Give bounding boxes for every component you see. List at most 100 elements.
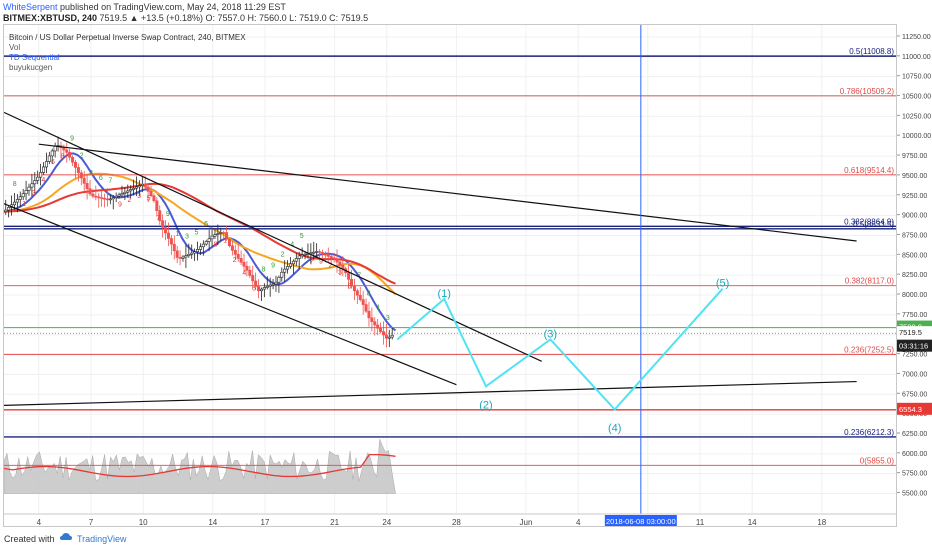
td-count-label: 3 bbox=[386, 315, 390, 322]
td-count-label: 6 bbox=[252, 286, 256, 293]
candle-body bbox=[152, 195, 156, 202]
candle-body bbox=[315, 251, 319, 253]
candle-body bbox=[320, 252, 324, 255]
chart-canvas[interactable]: 0.5(11008.8) 0.786(10509.2) 0.618(9514.4) 0… bbox=[4, 25, 897, 527]
candle-body bbox=[225, 232, 229, 240]
td-count-label: 9 bbox=[70, 136, 74, 143]
time-tick-label: 17 bbox=[261, 518, 270, 527]
candle-body bbox=[24, 190, 28, 195]
fib-level-label: 0(5855.0) bbox=[860, 456, 895, 465]
candle-body bbox=[242, 262, 246, 267]
td-count-label: 4 bbox=[242, 270, 246, 277]
candle-body bbox=[239, 258, 243, 263]
last-price-tag-bg bbox=[897, 326, 932, 339]
td-count-label: 7 bbox=[309, 259, 313, 266]
td-count-label: 3 bbox=[185, 234, 189, 241]
candle-body bbox=[283, 268, 287, 273]
candle-body bbox=[76, 167, 80, 174]
candle-body bbox=[79, 172, 83, 179]
candle-body bbox=[85, 183, 89, 189]
trendline bbox=[4, 111, 542, 362]
candle-body bbox=[71, 156, 75, 163]
price-tick-label: 11250.00 bbox=[902, 34, 931, 41]
candle-body bbox=[300, 254, 304, 257]
candle-body bbox=[213, 234, 217, 237]
candle-body bbox=[198, 246, 202, 250]
td-count-label: 7 bbox=[357, 273, 361, 280]
candle-body bbox=[135, 186, 139, 189]
candle-body bbox=[289, 263, 293, 267]
candle-body bbox=[149, 191, 153, 197]
td-count-label: 2 bbox=[329, 263, 333, 270]
candle-body bbox=[204, 241, 208, 245]
elliott-projection-path bbox=[396, 288, 724, 411]
td-count-label: 8 bbox=[367, 290, 371, 297]
td-count-label: 1 bbox=[223, 238, 227, 245]
quote-line: BITMEX:XBTUSD, 240 7519.5 ▲ +13.5 (+0.18… bbox=[3, 13, 368, 23]
td-count-label: 4 bbox=[290, 242, 294, 249]
chart-header: WhiteSerpent published on TradingView.co… bbox=[0, 0, 932, 24]
candle-body bbox=[181, 256, 185, 259]
time-tick-label: 14 bbox=[208, 518, 217, 527]
candle-body bbox=[318, 251, 322, 253]
candle-body bbox=[169, 238, 173, 245]
td-count-label: 8 bbox=[214, 241, 218, 248]
td-count-label: 8 bbox=[61, 154, 65, 161]
candle-body bbox=[265, 285, 269, 288]
td-count-label: 3 bbox=[32, 190, 36, 197]
candle-body bbox=[210, 235, 214, 240]
candle-body bbox=[175, 250, 179, 258]
td-count-label: 3 bbox=[338, 269, 342, 276]
td-count-label: 5 bbox=[300, 233, 304, 240]
candle-body bbox=[387, 336, 391, 339]
author-link[interactable]: WhiteSerpent bbox=[3, 2, 58, 12]
candle-body bbox=[111, 197, 115, 200]
candle-body bbox=[68, 152, 72, 158]
candle-body bbox=[338, 261, 342, 266]
candle-body bbox=[97, 196, 101, 199]
red-level-tag-bg bbox=[897, 402, 932, 415]
time-tick-label: 24 bbox=[382, 518, 391, 527]
candle-body bbox=[161, 220, 165, 228]
legend-volume: Vol bbox=[9, 43, 21, 52]
fib-level-label: 0.236(6212.3) bbox=[844, 428, 894, 437]
td-count-label: 9 bbox=[118, 201, 122, 208]
candle-body bbox=[323, 253, 327, 256]
candle-body bbox=[140, 183, 144, 186]
price-chart-pane[interactable]: 0.5(11008.8) 0.786(10509.2) 0.618(9514.4) 0… bbox=[3, 24, 897, 527]
candle-body bbox=[166, 232, 170, 239]
candle-body bbox=[361, 299, 365, 305]
price-tick-label: 6250.00 bbox=[902, 431, 927, 438]
candle-body bbox=[297, 255, 301, 259]
candle-body bbox=[312, 251, 316, 254]
fib-level-label: 0.5(11008.8) bbox=[849, 47, 894, 56]
candle-body bbox=[271, 283, 275, 286]
candle-body bbox=[262, 287, 266, 290]
candle-body bbox=[47, 155, 51, 162]
candle-body bbox=[291, 260, 295, 265]
candle-body bbox=[21, 193, 25, 198]
candle-body bbox=[82, 177, 86, 184]
price-tick-label: 8000.00 bbox=[902, 292, 927, 299]
td-count-label: 2 bbox=[281, 252, 285, 259]
countdown-tag-text: 03:31:16 bbox=[899, 342, 928, 351]
candle-body bbox=[50, 150, 54, 157]
candle-body bbox=[254, 280, 258, 287]
price-tick-label: 10000.00 bbox=[902, 133, 931, 140]
candle-body bbox=[294, 258, 298, 262]
candle-body bbox=[230, 245, 234, 251]
candle-body bbox=[219, 232, 223, 234]
candle-body bbox=[381, 331, 385, 336]
td-count-label: 2 bbox=[233, 257, 237, 264]
candle-body bbox=[358, 294, 362, 300]
candle-body bbox=[178, 257, 182, 259]
td-count-label: 6 bbox=[51, 159, 55, 166]
td-count-label: 1 bbox=[22, 201, 26, 208]
candle-body bbox=[274, 281, 278, 285]
price-axis[interactable]: 5500.005750.006000.006250.006500.006750.… bbox=[897, 24, 932, 527]
candle-body bbox=[268, 284, 272, 287]
tradingview-brand[interactable]: TradingView bbox=[77, 534, 127, 544]
candle-body bbox=[146, 186, 150, 192]
candle-body bbox=[376, 324, 380, 329]
candle-body bbox=[280, 271, 284, 278]
